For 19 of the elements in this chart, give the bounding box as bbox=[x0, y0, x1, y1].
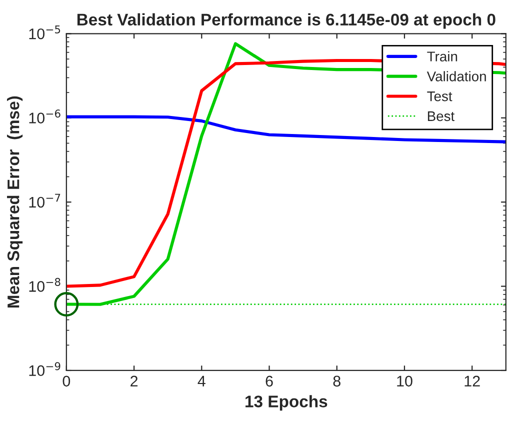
x-tick-label: 2 bbox=[130, 376, 138, 386]
x-tick-label: 0 bbox=[62, 376, 70, 387]
y-tick-label: 10$^{−8}$ bbox=[29, 278, 60, 292]
legend-label: Best bbox=[428, 111, 455, 122]
legend-label: Test bbox=[427, 92, 452, 102]
legend-label: Validation bbox=[426, 71, 486, 82]
x-tick-label: 4 bbox=[198, 376, 206, 386]
x-tick-label: 12 bbox=[464, 376, 480, 386]
legend-label: Train bbox=[427, 51, 458, 62]
x-tick-label: 8 bbox=[333, 376, 340, 387]
x-tick-label: 10 bbox=[397, 376, 412, 387]
x-axis-title: 13 Epochs bbox=[246, 395, 328, 411]
y-tick-label: 10$^{−9}$ bbox=[29, 362, 60, 376]
y-tick-label: 10$^{−6}$ bbox=[29, 110, 60, 124]
y-axis-title: Mean Squared Error (mse) bbox=[7, 96, 23, 308]
y-tick-label: 10$^{−5}$ bbox=[29, 25, 60, 40]
chart-title: Best Validation Performance is 6.1145e-09 at epoch 0 bbox=[77, 13, 496, 29]
x-tick-label: 6 bbox=[266, 376, 273, 387]
y-tick-label: 10$^{−7}$ bbox=[29, 194, 60, 208]
